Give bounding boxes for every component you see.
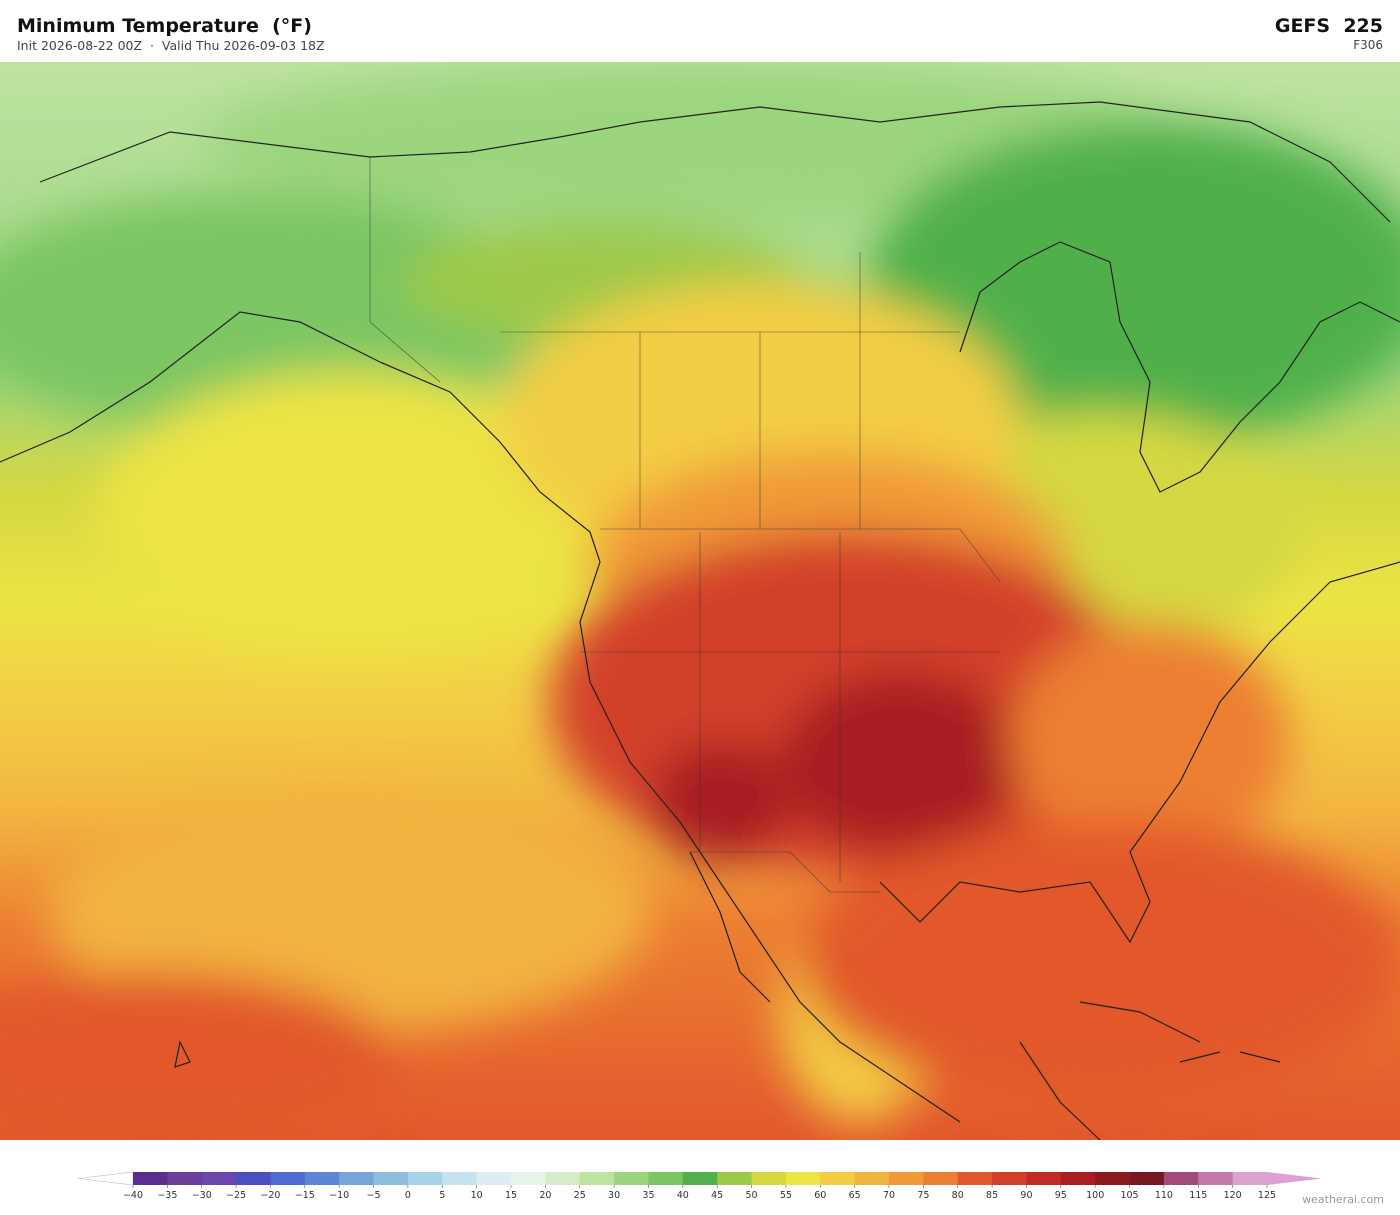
colorbar-tick-label: 80 <box>952 1190 964 1201</box>
colorbar-tick-label: −20 <box>260 1190 280 1201</box>
colorbar-box <box>133 1172 168 1185</box>
colorbar-tick-label: 85 <box>986 1190 998 1201</box>
colorbar-tick-label: −35 <box>157 1190 177 1201</box>
colorbar-box <box>1026 1172 1062 1185</box>
colorbar-tick-label: 105 <box>1120 1190 1138 1201</box>
colorbar-box <box>236 1172 271 1185</box>
colorbar-box <box>442 1172 478 1185</box>
colorbar-tick-label: 125 <box>1258 1190 1276 1201</box>
colorbar-tick-label: 25 <box>574 1190 586 1201</box>
colorbar-over <box>1267 1172 1322 1185</box>
colorbar-tick-label: 120 <box>1224 1190 1242 1201</box>
colorbar-box <box>785 1172 821 1185</box>
colorbar-box <box>167 1172 203 1185</box>
colorbar-box <box>1060 1172 1096 1185</box>
colorbar-tick-label: −15 <box>295 1190 315 1201</box>
colorbar-tick-label: 20 <box>539 1190 551 1201</box>
colorbar-box <box>373 1172 409 1185</box>
colorbar-box <box>1198 1172 1234 1185</box>
colorbar-tick-label: 95 <box>1055 1190 1067 1201</box>
colorbar-box <box>614 1172 649 1185</box>
colorbar-tick-label: −5 <box>367 1190 381 1201</box>
colorbar-box <box>545 1172 581 1185</box>
colorbar-box <box>339 1172 375 1185</box>
colorbar-tick-label: 100 <box>1086 1190 1104 1201</box>
colorbar-box <box>304 1172 340 1185</box>
colorbar-box <box>648 1172 684 1185</box>
map-title: Minimum Temperature (°F) <box>17 15 312 37</box>
colorbar-tick-label: 35 <box>642 1190 654 1201</box>
colorbar-tick-label: 50 <box>745 1190 757 1201</box>
colorbar-tick-label: 55 <box>780 1190 792 1201</box>
colorbar-tick-label: 40 <box>677 1190 689 1201</box>
colorbar-box <box>1095 1172 1131 1185</box>
colorbar-tick-label: −25 <box>226 1190 246 1201</box>
colorbar-box <box>1163 1172 1199 1185</box>
colorbar-tick-label: 5 <box>439 1190 445 1201</box>
colorbar-tick-label: 70 <box>883 1190 895 1201</box>
watermark: weatherai.com <box>1302 1193 1384 1206</box>
colorbar-tick-label: 0 <box>405 1190 411 1201</box>
forecast-hour: F306 <box>1353 38 1383 52</box>
colorbar-box <box>407 1172 443 1185</box>
borders <box>369 157 1001 893</box>
colorbar-tick-label: 65 <box>849 1190 861 1201</box>
colorbar-tick-label: 30 <box>608 1190 620 1201</box>
colorbar-box <box>1232 1172 1268 1185</box>
colorbar-box <box>201 1172 237 1185</box>
colorbar-tick-label: 15 <box>505 1190 517 1201</box>
colorbar-tick-label: −30 <box>192 1190 212 1201</box>
colorbar-box <box>992 1172 1027 1185</box>
colorbar-tick-label: 90 <box>1020 1190 1032 1201</box>
colorbar-box <box>923 1172 959 1185</box>
colorbar-box <box>682 1172 718 1185</box>
colorbar-box <box>889 1172 924 1185</box>
colorbar-tick-label: −40 <box>123 1190 143 1201</box>
colorbar-tick-label: 75 <box>917 1190 929 1201</box>
colorbar: −40 −35 −30 −25 −20 −15 −10 −5 0 5 10 15 20 25 30 35 40 4… <box>77 1171 1322 1201</box>
colorbar-tick-label: −10 <box>329 1190 349 1201</box>
colorbar-tick-label: 115 <box>1189 1190 1207 1201</box>
colorbar-box <box>579 1172 615 1185</box>
colorbar-tick-label: 45 <box>711 1190 723 1201</box>
colorbar-box <box>751 1172 787 1185</box>
colorbar-box <box>820 1172 856 1185</box>
colorbar-tick-label: 10 <box>471 1190 483 1201</box>
colorbar-box <box>854 1172 890 1185</box>
colorbar-box <box>511 1172 546 1185</box>
colorbar-tick-label: 110 <box>1155 1190 1173 1201</box>
colorbar-box <box>717 1172 753 1185</box>
colorbar-box <box>476 1172 512 1185</box>
colorbar-box <box>1129 1172 1165 1185</box>
coastlines <box>0 101 1400 1140</box>
colorbar-box <box>957 1172 993 1185</box>
model-label: GEFS 225 <box>1274 15 1383 37</box>
colorbar-box <box>270 1172 306 1185</box>
colorbar-under <box>77 1171 134 1186</box>
map <box>0 62 1400 1140</box>
map-subtitle: Init 2026-08-22 00Z · Valid Thu 2026-09-… <box>17 38 325 53</box>
colorbar-tick-label: 60 <box>814 1190 826 1201</box>
